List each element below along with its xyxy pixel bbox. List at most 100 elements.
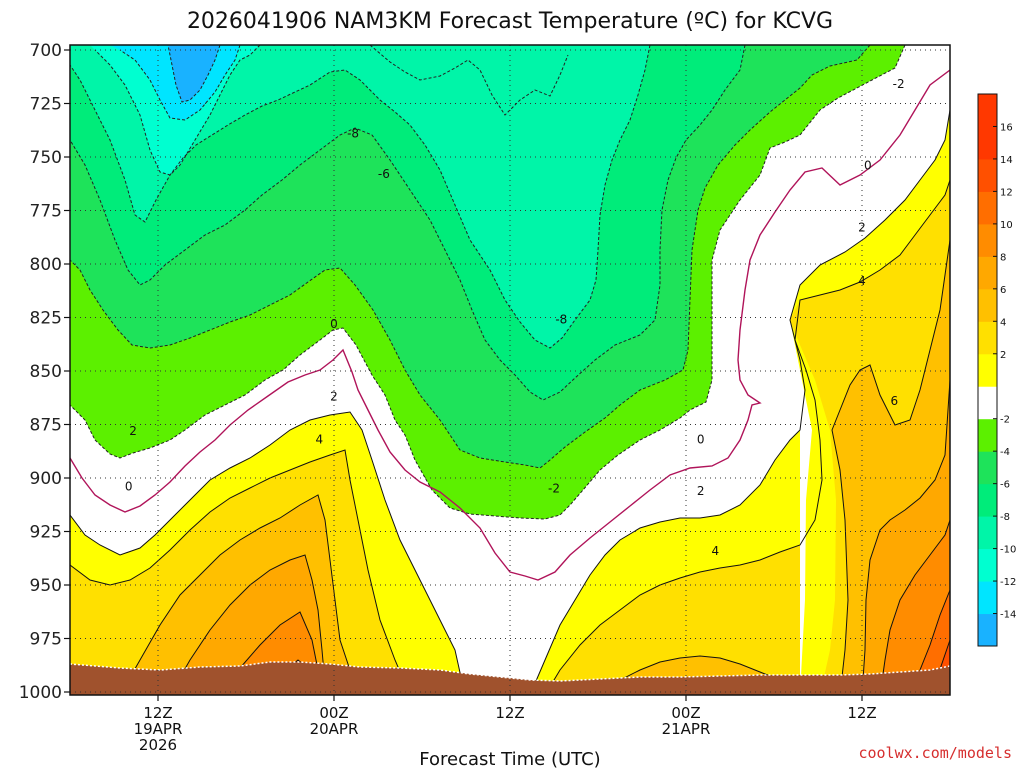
isotherm-zero-left [70, 69, 950, 581]
colorbar-swatch [978, 613, 997, 647]
contour-label: -2 [893, 77, 905, 91]
colorbar-swatch [978, 418, 997, 452]
colorbar-label: -10 [1000, 545, 1016, 556]
isotherm-minus-14 [167, 45, 221, 103]
x-tick-label: 21APR [662, 720, 711, 738]
y-tick-label: 875 [30, 416, 62, 436]
y-tick-label: 1000 [19, 683, 62, 703]
band-le-minus-10 [70, 45, 650, 348]
y-tick-label: 750 [30, 148, 62, 168]
x-tick-label: 2026 [139, 736, 177, 754]
isotherm-minus-4 [70, 45, 871, 469]
x-tick-label: 12Z [143, 704, 172, 722]
isotherm-4-mid [544, 179, 950, 695]
colorbar-swatch [978, 288, 997, 322]
x-tick-label: 00Z [319, 704, 348, 722]
colorbar-label: -8 [1000, 512, 1010, 523]
x-tick-label: 20APR [310, 720, 359, 738]
x-tick-label: 12Z [847, 704, 876, 722]
isotherm-10-right [879, 519, 950, 695]
contour-label: -2 [548, 482, 560, 496]
plot-area: -2 0 2 4 6 -8 -6 -8 0 2 4 2 0 -2 0 2 4 [70, 45, 950, 695]
isotherm-minus-6 [70, 45, 746, 401]
colorbar-label: -6 [1000, 480, 1010, 491]
y-tick-label: 775 [30, 202, 62, 222]
colorbar-swatch [978, 126, 997, 160]
x-axis-label: Forecast Time (UTC) [419, 749, 600, 768]
band-ge-4-mid [545, 545, 800, 695]
colorbar-label: -12 [1000, 577, 1016, 588]
isotherm-minus-12 [119, 45, 241, 121]
colorbar-label: 14 [1000, 155, 1013, 166]
colorbar-swatch [978, 386, 997, 420]
isotherm-minus-2 [70, 45, 906, 520]
y-tick-label: 800 [30, 255, 62, 275]
colorbar-swatch [978, 223, 997, 257]
colorbar-swatch [978, 451, 997, 485]
y-tick-label: 700 [30, 41, 62, 61]
y-tick-label: 825 [30, 309, 62, 329]
colorbar-swatch [978, 321, 997, 355]
colorbar-label: 6 [1000, 285, 1006, 296]
credit-text: coolwx.com/models [858, 744, 1012, 762]
colorbar-swatch [978, 353, 997, 387]
colorbar-swatch [978, 191, 997, 225]
chart-title: 2026041906 NAM3KM Forecast Temperature (… [187, 9, 833, 34]
isotherm-2-left [70, 411, 466, 695]
isotherm-6-left [119, 494, 371, 695]
colorbar-swatch [978, 483, 997, 517]
colorbar-swatch [978, 548, 997, 582]
isotherm-8-right [861, 379, 950, 695]
band-le-minus-16 [168, 45, 220, 102]
colorbar-label: 12 [1000, 187, 1013, 198]
y-tick-label: 975 [30, 630, 62, 650]
colorbar-label: 10 [1000, 220, 1013, 231]
colorbar-label: -14 [1000, 610, 1016, 621]
colorbar-swatch [978, 158, 997, 192]
colorbar-swatch [978, 256, 997, 290]
contour-label: 2 [129, 424, 137, 438]
gridlines [70, 45, 950, 695]
isotherm-minus-8 [70, 45, 651, 349]
contour-label: 2 [697, 484, 705, 498]
x-tick-label: 19APR [134, 720, 183, 738]
contour-label: -8 [347, 126, 359, 140]
colorbar: -14 -12 -10 -8 -6 -4 -2 2 4 6 8 10 12 14 16 [977, 93, 1016, 647]
contour-label: -8 [555, 313, 567, 327]
contour-label: 4 [858, 274, 866, 288]
contour-label: 0 [330, 317, 338, 331]
contour-label: 0 [697, 432, 705, 446]
contour-label: -6 [378, 167, 390, 181]
x-tick-label: 00Z [671, 704, 700, 722]
contour-labels: -2 0 2 4 6 -8 -6 -8 0 2 4 2 0 -2 0 2 4 [125, 77, 905, 558]
isotherm-minus-10 [94, 45, 261, 176]
colorbar-label: 4 [1000, 317, 1006, 328]
isotherm-2-right [529, 109, 950, 695]
colorbar-label: -4 [1000, 447, 1010, 458]
y-tick-label: 900 [30, 469, 62, 489]
y-tick-label: 925 [30, 523, 62, 543]
colorbar-label: -2 [1000, 415, 1010, 426]
y-tick-label: 725 [30, 95, 62, 115]
isotherm-8-left [169, 554, 327, 695]
contour-label: 2 [858, 221, 866, 235]
colorbar-swatch [978, 94, 997, 127]
ground-edge [70, 661, 950, 682]
contour-label: 0 [864, 159, 872, 173]
contour-label: 4 [316, 432, 324, 446]
contour-label: 0 [125, 480, 133, 494]
contour-label: 4 [712, 544, 720, 558]
contour-label: 6 [890, 394, 898, 408]
contour-label: 2 [330, 390, 338, 404]
isotherm-minus-10-b [369, 45, 569, 116]
colorbar-swatch [978, 516, 997, 550]
colorbar-frame [977, 93, 998, 647]
colorbar-label: 8 [1000, 252, 1006, 263]
colorbar-label: 2 [1000, 350, 1006, 361]
colorbar-swatch [978, 581, 997, 615]
x-tick-label: 12Z [495, 704, 524, 722]
y-axis: 700 725 750 775 800 825 850 875 900 925 950 975 1000 [19, 41, 70, 703]
isotherm-6-mid [599, 655, 801, 695]
